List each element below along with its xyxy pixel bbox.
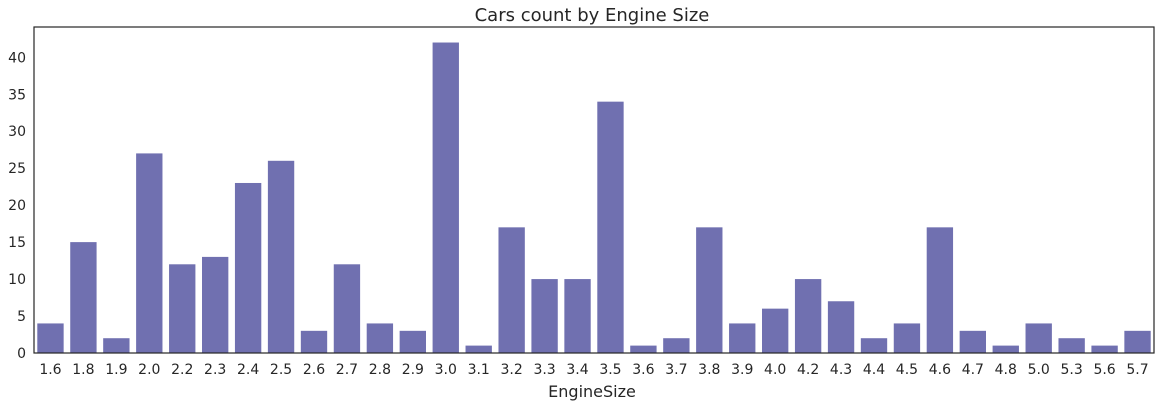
y-tick-label: 40 bbox=[8, 50, 26, 66]
bar-5.6 bbox=[1091, 345, 1118, 353]
x-tick-label: 4.0 bbox=[764, 362, 786, 378]
y-tick-label: 30 bbox=[8, 124, 26, 140]
x-tick-labels: 1.6 1.8 1.9 2.0 2.2 2.3 2.4 2.5 2.6 2.7 2.8 2.9 3.0 3… bbox=[39, 362, 1148, 378]
x-tick-label: 2.9 bbox=[402, 362, 424, 378]
bar-3.2 bbox=[498, 227, 525, 353]
bar-4.6 bbox=[926, 227, 954, 353]
x-tick-label: 2.2 bbox=[171, 362, 193, 378]
plot-frame bbox=[33, 26, 1155, 354]
y-tick-labels: 0 5 10 15 20 25 30 35 40 bbox=[8, 50, 26, 362]
bar-1.9 bbox=[103, 338, 130, 353]
x-tick-label: 3.4 bbox=[566, 362, 588, 378]
bar-4.3 bbox=[827, 301, 855, 353]
x-tick-label: 2.0 bbox=[138, 362, 160, 378]
bar-4.4 bbox=[860, 338, 888, 353]
x-tick-label: 4.5 bbox=[896, 362, 918, 378]
x-tick-label: 2.7 bbox=[336, 362, 358, 378]
x-tick-label: 4.7 bbox=[962, 362, 984, 378]
x-tick-label: 5.6 bbox=[1093, 362, 1115, 378]
bar-3.5 bbox=[597, 101, 624, 353]
x-tick-label: 3.0 bbox=[435, 362, 457, 378]
bar-3.1 bbox=[465, 345, 492, 353]
bar-3.8 bbox=[696, 227, 723, 353]
x-tick-label: 5.0 bbox=[1028, 362, 1050, 378]
x-tick-label: 1.9 bbox=[105, 362, 127, 378]
bar-2.4 bbox=[234, 182, 262, 353]
bar-4.0 bbox=[762, 308, 789, 353]
bar-2.0 bbox=[136, 153, 163, 353]
y-tick-label: 0 bbox=[17, 346, 26, 362]
x-tick-label: 3.5 bbox=[599, 362, 621, 378]
x-tick-label: 3.9 bbox=[731, 362, 753, 378]
x-tick-label: 1.6 bbox=[39, 362, 61, 378]
bar-2.8 bbox=[366, 323, 394, 353]
bar-3.0 bbox=[432, 42, 459, 354]
x-tick-label: 5.3 bbox=[1061, 362, 1083, 378]
x-tick-label: 2.8 bbox=[369, 362, 391, 378]
bar-3.7 bbox=[663, 338, 690, 353]
y-tick-label: 35 bbox=[8, 87, 26, 103]
x-tick-label: 2.6 bbox=[303, 362, 325, 378]
x-tick-label: 4.2 bbox=[797, 362, 819, 378]
bar-4.8 bbox=[992, 345, 1019, 353]
x-tick-label: 3.3 bbox=[533, 362, 555, 378]
x-tick-label: 2.4 bbox=[237, 362, 259, 378]
bar-2.9 bbox=[399, 330, 426, 353]
bar-2.3 bbox=[202, 256, 229, 353]
y-tick-label: 15 bbox=[8, 235, 26, 251]
bar-5.3 bbox=[1058, 338, 1085, 353]
x-tick-label: 1.8 bbox=[72, 362, 94, 378]
bar-3.3 bbox=[531, 279, 558, 353]
bar-5.0 bbox=[1025, 323, 1052, 353]
x-tick-label: 3.2 bbox=[501, 362, 523, 378]
chart-title: Cars count by Engine Size bbox=[475, 5, 710, 26]
bar-1.6 bbox=[37, 323, 64, 353]
y-tick-label: 25 bbox=[8, 161, 26, 177]
y-tick-label: 10 bbox=[8, 272, 26, 288]
x-tick-label: 2.3 bbox=[204, 362, 226, 378]
x-tick-label: 4.3 bbox=[830, 362, 852, 378]
x-tick-label: 2.5 bbox=[270, 362, 292, 378]
x-tick-label: 4.4 bbox=[863, 362, 885, 378]
x-tick-label: 3.6 bbox=[632, 362, 654, 378]
bar-2.6 bbox=[300, 330, 328, 353]
bars-group bbox=[37, 42, 1151, 354]
bar-5.7 bbox=[1124, 330, 1151, 353]
y-tick-label: 5 bbox=[17, 309, 26, 325]
bar-4.7 bbox=[959, 330, 986, 353]
x-tick-label: 3.8 bbox=[698, 362, 720, 378]
x-tick-label: 3.7 bbox=[665, 362, 687, 378]
bar-3.4 bbox=[564, 279, 591, 353]
x-tick-label: 4.6 bbox=[929, 362, 951, 378]
bar-1.8 bbox=[70, 242, 97, 353]
bar-4.5 bbox=[893, 323, 921, 353]
bar-2.7 bbox=[333, 264, 361, 353]
bar-2.2 bbox=[169, 264, 196, 353]
y-tick-label: 20 bbox=[8, 198, 26, 214]
x-axis-title: EngineSize bbox=[548, 382, 636, 401]
bar-3.6 bbox=[630, 345, 657, 353]
x-tick-label: 3.1 bbox=[468, 362, 490, 378]
x-tick-label: 4.8 bbox=[995, 362, 1017, 378]
bar-2.5 bbox=[267, 160, 295, 353]
bar-3.9 bbox=[729, 323, 756, 353]
x-tick-label: 5.7 bbox=[1126, 362, 1148, 378]
bar-4.2 bbox=[794, 279, 822, 353]
